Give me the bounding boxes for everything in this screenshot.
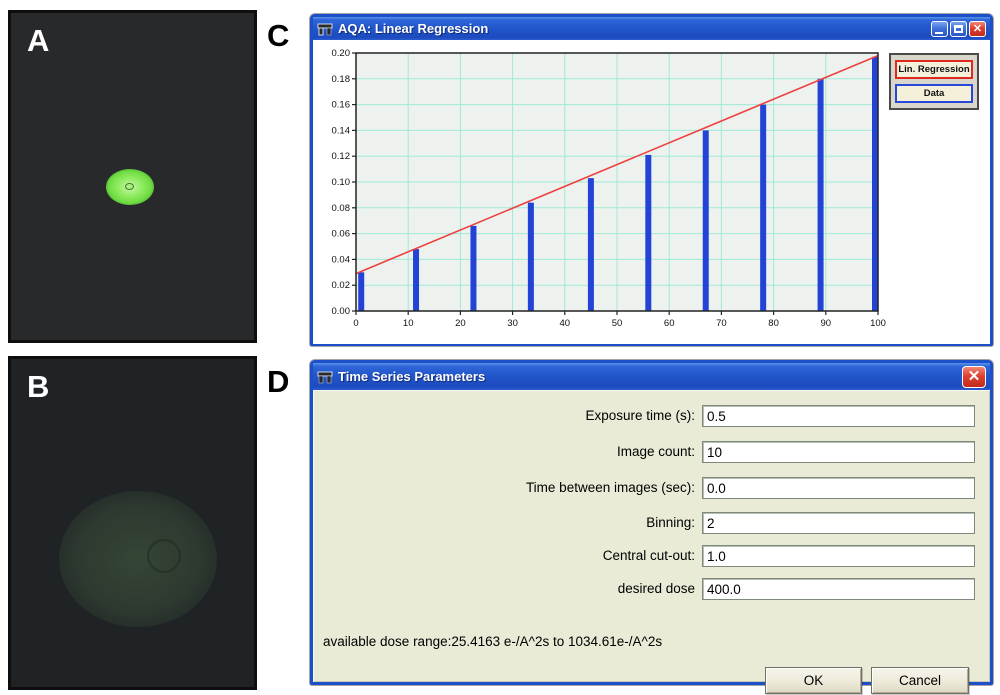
maximize-button[interactable] bbox=[950, 20, 967, 37]
regression-window: AQA: Linear Regression ✕ 0 10 20 30 40 50 60 70… bbox=[310, 14, 993, 346]
faint-beam-disc bbox=[59, 491, 217, 627]
binning-label: Binning: bbox=[646, 515, 695, 530]
cancel-button[interactable]: Cancel bbox=[871, 667, 969, 694]
svg-text:0.00: 0.00 bbox=[332, 306, 351, 317]
faint-beam-ring bbox=[147, 539, 181, 573]
legend-item-data: Data bbox=[895, 84, 973, 103]
form-row: desired dose bbox=[313, 578, 990, 600]
svg-text:80: 80 bbox=[768, 318, 779, 329]
svg-text:0.02: 0.02 bbox=[332, 280, 351, 291]
chart-legend: Lin. Regression Data bbox=[889, 53, 979, 110]
beam-spot-image bbox=[106, 169, 154, 205]
svg-text:0.16: 0.16 bbox=[332, 100, 351, 111]
form-row: Binning: bbox=[313, 512, 990, 534]
panel-c-label: C bbox=[267, 18, 290, 53]
svg-text:0.10: 0.10 bbox=[332, 177, 351, 188]
svg-text:90: 90 bbox=[821, 318, 832, 329]
panel-a-label: A bbox=[27, 23, 50, 58]
svg-text:0: 0 bbox=[353, 318, 358, 329]
regression-window-titlebar[interactable]: AQA: Linear Regression ✕ bbox=[313, 17, 990, 40]
svg-text:70: 70 bbox=[716, 318, 727, 329]
central-cutout-label: Central cut-out: bbox=[602, 548, 695, 563]
svg-text:0.20: 0.20 bbox=[332, 48, 351, 59]
svg-text:30: 30 bbox=[507, 318, 518, 329]
desired-dose-input[interactable] bbox=[702, 578, 975, 600]
image-count-label: Image count: bbox=[616, 444, 695, 459]
panel-d-label: D bbox=[267, 364, 290, 399]
minimize-button[interactable] bbox=[931, 20, 948, 37]
svg-text:0.08: 0.08 bbox=[332, 203, 351, 214]
available-dose-range-text: available dose range:25.4163 e-/A^2s to … bbox=[323, 634, 663, 649]
micrograph-panel-a: A bbox=[8, 10, 257, 343]
regression-chart: 0 10 20 30 40 50 60 70 80 90 100 0.00 0.02 0.04 0.06 0.… bbox=[332, 48, 886, 329]
legend-item-lin-regression: Lin. Regression bbox=[895, 60, 973, 79]
svg-text:0.14: 0.14 bbox=[332, 125, 351, 136]
dialog-title: Time Series Parameters bbox=[338, 369, 486, 384]
exposure-time-input[interactable] bbox=[702, 405, 975, 427]
beam-spot-core bbox=[125, 183, 134, 190]
svg-text:0.06: 0.06 bbox=[332, 229, 351, 240]
svg-text:0.12: 0.12 bbox=[332, 151, 351, 162]
maximize-icon bbox=[954, 24, 963, 33]
image-count-input[interactable] bbox=[702, 441, 975, 463]
svg-text:100: 100 bbox=[870, 318, 886, 329]
svg-text:10: 10 bbox=[403, 318, 414, 329]
svg-text:0.18: 0.18 bbox=[332, 74, 351, 85]
dialog-app-icon bbox=[317, 371, 333, 383]
svg-text:50: 50 bbox=[612, 318, 623, 329]
panel-b-label: B bbox=[27, 369, 50, 404]
svg-text:0.04: 0.04 bbox=[332, 254, 351, 265]
svg-text:60: 60 bbox=[664, 318, 675, 329]
close-button[interactable]: ✕ bbox=[969, 20, 986, 37]
regression-window-title: AQA: Linear Regression bbox=[338, 21, 489, 36]
form-row: Central cut-out: bbox=[313, 545, 990, 567]
desired-dose-label: desired dose bbox=[617, 581, 695, 596]
time-between-images-label: Time between images (sec): bbox=[525, 480, 695, 495]
binning-input[interactable] bbox=[702, 512, 975, 534]
dialog-titlebar[interactable]: Time Series Parameters ✕ bbox=[313, 363, 990, 390]
time-between-images-input[interactable] bbox=[702, 477, 975, 499]
svg-text:40: 40 bbox=[560, 318, 571, 329]
svg-text:20: 20 bbox=[455, 318, 466, 329]
minimize-icon bbox=[935, 31, 943, 34]
micrograph-panel-b: B bbox=[8, 356, 257, 690]
chart-area: 0 10 20 30 40 50 60 70 80 90 100 0.00 0.02 0.04 0.06 0.… bbox=[313, 40, 990, 344]
form-row: Image count: bbox=[313, 441, 990, 463]
form-row: Exposure time (s): bbox=[313, 405, 990, 427]
form-row: Time between images (sec): bbox=[313, 477, 990, 499]
dialog-close-button[interactable]: ✕ bbox=[962, 365, 986, 388]
central-cutout-input[interactable] bbox=[702, 545, 975, 567]
app-icon bbox=[317, 23, 333, 35]
exposure-time-label: Exposure time (s): bbox=[585, 408, 695, 423]
dialog-body: Exposure time (s): Image count: Time bet… bbox=[313, 390, 990, 694]
time-series-dialog: Time Series Parameters ✕ Exposure time (… bbox=[310, 360, 993, 694]
ok-button[interactable]: OK bbox=[765, 667, 862, 694]
